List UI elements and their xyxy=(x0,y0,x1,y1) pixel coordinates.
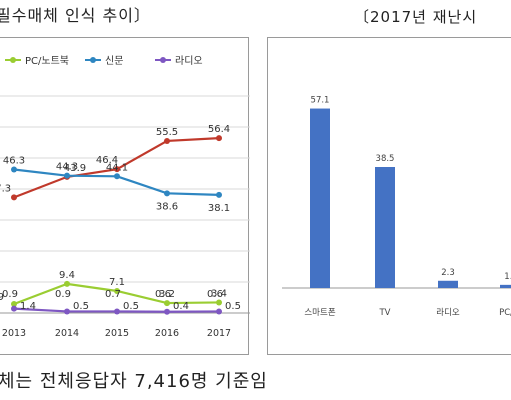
data-label: 7.1 xyxy=(109,277,125,288)
data-point xyxy=(114,173,120,180)
data-label: 0.5 xyxy=(225,301,241,312)
bar xyxy=(375,167,395,288)
bar-value-label: 2.3 xyxy=(441,268,455,278)
data-label: 0.4 xyxy=(173,301,189,312)
data-point xyxy=(164,300,170,307)
legend-label: PC/노트북 xyxy=(25,55,69,67)
data-point xyxy=(114,308,120,315)
data-label: 0.9 xyxy=(55,289,71,300)
chart-title-left: 필수매체 인식 추이〕 xyxy=(0,6,151,25)
data-label: 1.4 xyxy=(20,301,36,312)
data-label: 56.4 xyxy=(208,124,230,135)
data-point xyxy=(11,301,17,308)
data-label: 0.7 xyxy=(105,289,121,300)
legend-label: 라디오 xyxy=(175,55,203,67)
data-point xyxy=(164,308,170,315)
data-label: 46.4 xyxy=(96,155,118,166)
data-label: 0.9 xyxy=(2,289,18,300)
bar xyxy=(438,280,458,288)
data-label: 0.5 xyxy=(123,301,139,312)
x-tick-label: 2016 xyxy=(155,328,179,339)
data-label: 0.5 xyxy=(73,301,89,312)
data-point xyxy=(216,191,222,198)
chart-title-right: 〔2017년 재난시 xyxy=(354,8,478,26)
data-label: 55.5 xyxy=(156,127,178,138)
data-label: 46.3 xyxy=(3,155,25,166)
data-label: 2.9 xyxy=(0,292,4,303)
bar-value-label: 57.1 xyxy=(311,96,330,106)
legend-label: 신문 xyxy=(105,55,123,67)
data-label: 9.4 xyxy=(59,270,75,281)
legend-marker xyxy=(90,57,96,63)
data-point xyxy=(11,194,17,201)
data-point xyxy=(216,299,222,306)
data-label: 3.4 xyxy=(211,288,227,299)
data-point xyxy=(114,166,120,173)
data-label: 0.6 xyxy=(207,289,223,300)
data-label: 38.1 xyxy=(208,203,230,214)
legend-marker xyxy=(160,57,166,63)
data-label: 38.6 xyxy=(156,201,178,212)
data-point xyxy=(114,287,120,294)
bar-category-label: 스마트폰 xyxy=(304,308,335,318)
data-label: 44.3 xyxy=(56,162,78,173)
data-label: 44.1 xyxy=(106,162,128,173)
x-tick-label: 2017 xyxy=(207,328,231,339)
data-label: 3.2 xyxy=(159,289,175,300)
data-point xyxy=(64,308,70,315)
data-point xyxy=(64,172,70,179)
x-tick-label: 2015 xyxy=(105,328,129,339)
bar xyxy=(500,284,511,288)
line-chart: PC/노트북 신문 라디오 37.3 43.9 46.4 55.5 56.4 46.3 44.3 4… xyxy=(0,55,250,339)
legend-marker xyxy=(10,57,16,63)
data-point xyxy=(64,280,70,287)
bar-value-label: 38.5 xyxy=(376,154,395,164)
footnote: 체는 전체응답자 7,416명 기준임 xyxy=(0,371,268,392)
data-point xyxy=(216,135,222,142)
data-point xyxy=(164,137,170,144)
bar-category-label: 라디오 xyxy=(436,308,460,318)
data-label: 43.9 xyxy=(64,163,86,174)
data-label: 0.6 xyxy=(155,289,171,300)
bar-category-label: PC/노 xyxy=(499,308,511,318)
data-point xyxy=(11,166,17,173)
bar-category-label: TV xyxy=(378,308,390,318)
bar xyxy=(310,108,330,289)
data-point xyxy=(216,308,222,315)
data-label: 37.3 xyxy=(0,183,11,194)
bar-chart: 57.1 스마트폰 38.5 TV 2.3 라디오 1.( PC/노 xyxy=(282,96,511,318)
data-point xyxy=(164,190,170,197)
x-tick-label: 2013 xyxy=(2,328,26,339)
bar-value-label: 1.( xyxy=(504,272,511,282)
data-point xyxy=(11,305,17,312)
x-tick-label: 2014 xyxy=(55,328,79,339)
bar-chart-panel: 57.1 스마트폰 38.5 TV 2.3 라디오 1.( PC/노 xyxy=(267,37,511,355)
line-chart-panel: PC/노트북 신문 라디오 37.3 43.9 46.4 55.5 56.4 46.3 44.3 4… xyxy=(0,37,250,355)
